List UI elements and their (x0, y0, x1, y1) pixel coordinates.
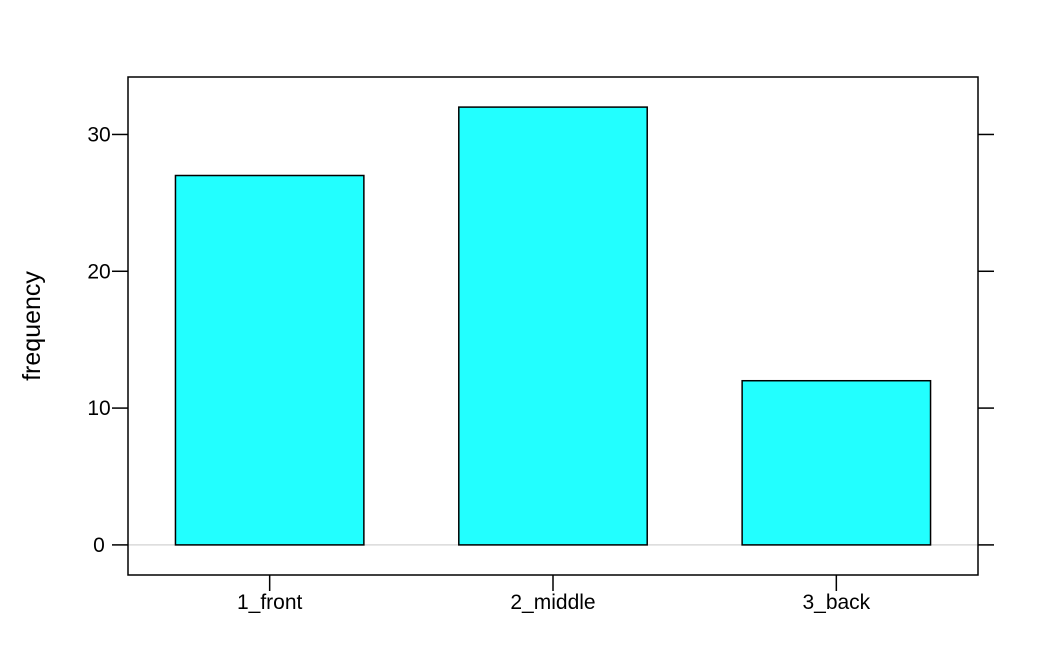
x-tick-labels: 1_front 2_middle 3_back (237, 591, 871, 614)
y-tick-label: 20 (87, 260, 110, 283)
bars-layer (174, 106, 932, 546)
y-tick-labels: 0 10 20 30 (87, 123, 110, 556)
y-axis-label: frequency (18, 271, 46, 381)
y-tick-label: 30 (87, 123, 110, 146)
x-tick-label: 2_middle (510, 591, 595, 614)
bar-1_front (174, 174, 365, 546)
y-tick-label: 10 (87, 397, 110, 420)
y-tick-label: 0 (93, 534, 105, 557)
bar-3_back (741, 379, 932, 546)
right-y-ticks (978, 133, 994, 546)
x-ticks (268, 575, 838, 591)
bar-2_middle (458, 106, 648, 546)
x-tick-label: 1_front (237, 591, 303, 614)
left-y-ticks (112, 133, 128, 546)
x-tick-label: 3_back (802, 591, 870, 614)
